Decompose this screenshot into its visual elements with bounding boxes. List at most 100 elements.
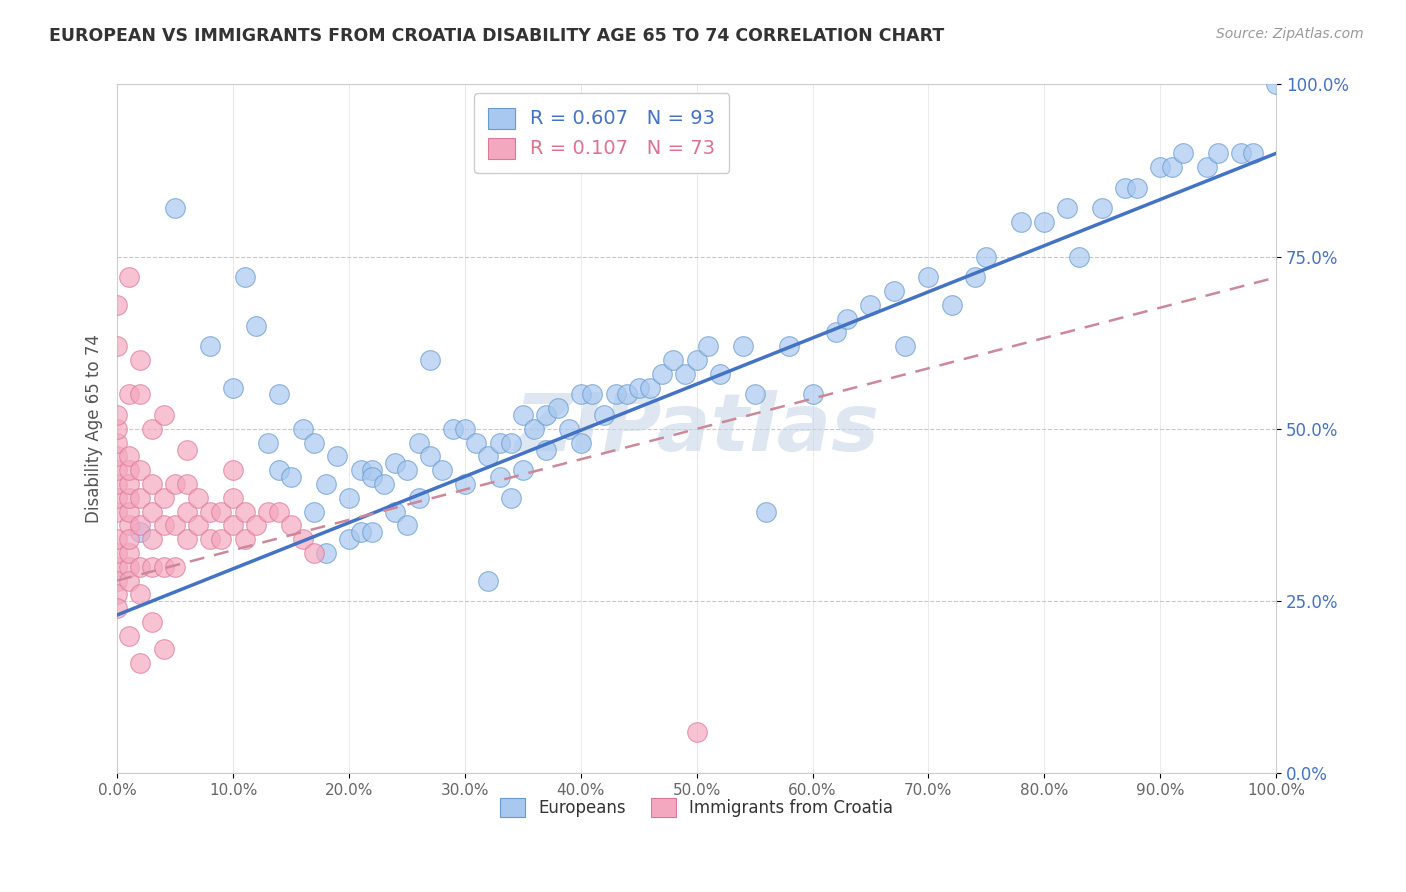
Point <box>245 518 267 533</box>
Point <box>673 367 696 381</box>
Point <box>1149 160 1171 174</box>
Point <box>384 505 406 519</box>
Point <box>129 656 152 670</box>
Point <box>141 422 163 436</box>
Point <box>430 463 453 477</box>
Point <box>558 422 581 436</box>
Point <box>222 381 245 395</box>
Point <box>129 353 152 368</box>
Point <box>454 477 477 491</box>
Point <box>129 559 152 574</box>
Point <box>315 477 337 491</box>
Point <box>118 387 141 401</box>
Point <box>976 250 998 264</box>
Point <box>1230 146 1253 161</box>
Point <box>395 518 418 533</box>
Point <box>165 477 187 491</box>
Point <box>269 505 291 519</box>
Point <box>477 450 499 464</box>
Point <box>291 532 314 546</box>
Point <box>302 546 325 560</box>
Point <box>118 477 141 491</box>
Point <box>302 435 325 450</box>
Point <box>685 353 707 368</box>
Point <box>744 387 766 401</box>
Point <box>176 532 198 546</box>
Point <box>651 367 673 381</box>
Point <box>165 559 187 574</box>
Point <box>1195 160 1218 174</box>
Point <box>257 505 280 519</box>
Point <box>141 532 163 546</box>
Point <box>883 284 905 298</box>
Point <box>152 408 174 422</box>
Point <box>685 725 707 739</box>
Point <box>129 518 152 533</box>
Point <box>569 387 592 401</box>
Point <box>534 442 557 457</box>
Point <box>1056 202 1078 216</box>
Point <box>1241 146 1264 161</box>
Point <box>291 422 314 436</box>
Point <box>894 339 917 353</box>
Point <box>465 435 488 450</box>
Point <box>105 408 128 422</box>
Point <box>129 463 152 477</box>
Point <box>118 505 141 519</box>
Point <box>105 574 128 588</box>
Point <box>605 387 627 401</box>
Point <box>105 559 128 574</box>
Point <box>165 518 187 533</box>
Point <box>176 442 198 457</box>
Point <box>1160 160 1182 174</box>
Point <box>129 491 152 505</box>
Point <box>222 463 245 477</box>
Point <box>118 450 141 464</box>
Point <box>627 381 650 395</box>
Point <box>501 491 523 505</box>
Point <box>187 518 209 533</box>
Point <box>337 491 360 505</box>
Point <box>662 353 685 368</box>
Point <box>963 270 986 285</box>
Point <box>105 422 128 436</box>
Point <box>269 463 291 477</box>
Point <box>731 339 754 353</box>
Point <box>419 353 441 368</box>
Point <box>534 408 557 422</box>
Point <box>129 587 152 601</box>
Point <box>1091 202 1114 216</box>
Point <box>373 477 395 491</box>
Point <box>233 270 256 285</box>
Point <box>280 470 302 484</box>
Point <box>118 559 141 574</box>
Point <box>118 532 141 546</box>
Point <box>280 518 302 533</box>
Point <box>454 422 477 436</box>
Point <box>523 422 546 436</box>
Point <box>233 532 256 546</box>
Point <box>837 311 859 326</box>
Point <box>105 532 128 546</box>
Point <box>105 546 128 560</box>
Point <box>1010 215 1032 229</box>
Point <box>824 326 846 340</box>
Point <box>187 491 209 505</box>
Point <box>118 574 141 588</box>
Point <box>105 450 128 464</box>
Point <box>1067 250 1090 264</box>
Point <box>1126 181 1149 195</box>
Point <box>640 381 662 395</box>
Point <box>141 477 163 491</box>
Point <box>118 546 141 560</box>
Point <box>165 202 187 216</box>
Point <box>408 491 430 505</box>
Point <box>441 422 464 436</box>
Point <box>755 505 778 519</box>
Point <box>1265 78 1288 92</box>
Point <box>176 477 198 491</box>
Point <box>105 463 128 477</box>
Point <box>1206 146 1229 161</box>
Point <box>697 339 720 353</box>
Point <box>198 339 221 353</box>
